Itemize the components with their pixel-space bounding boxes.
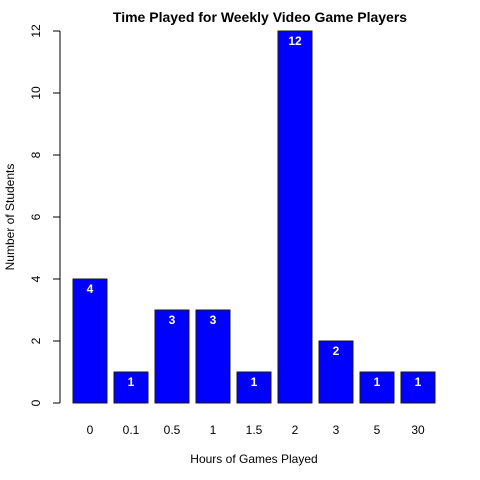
bar-value-label: 4 <box>87 282 94 296</box>
y-tick-label: 10 <box>29 86 43 100</box>
x-tick-label: 3 <box>333 423 340 437</box>
bar-1 <box>195 309 231 404</box>
bar-30 <box>400 371 436 404</box>
x-tick-labels: 0 0.1 0.5 1 1.5 2 3 5 30 <box>87 423 425 437</box>
bar-value-label: 12 <box>288 34 302 48</box>
bar-value-label: 1 <box>374 375 381 389</box>
y-tick-label: 2 <box>29 337 43 344</box>
bar-value-label: 2 <box>333 344 340 358</box>
bar-value-label: 1 <box>128 375 135 389</box>
x-tick-label: 30 <box>411 423 425 437</box>
x-axis-label: Hours of Games Played <box>190 452 317 466</box>
y-tick-label: 4 <box>29 275 43 282</box>
x-tick-label: 2 <box>292 423 299 437</box>
x-tick-label: 0 <box>87 423 94 437</box>
bar-value-label: 1 <box>415 375 422 389</box>
chart-title: Time Played for Weekly Video Game Player… <box>113 9 407 25</box>
x-tick-label: 0.5 <box>164 423 181 437</box>
x-tick-label: 1.5 <box>246 423 263 437</box>
x-tick-label: 5 <box>374 423 381 437</box>
bar-2 <box>277 30 313 404</box>
y-tick-label: 6 <box>29 213 43 220</box>
bar-0.5 <box>154 309 190 404</box>
bar-value-label: 3 <box>169 313 176 327</box>
y-tick-label: 0 <box>29 399 43 406</box>
bar-0 <box>72 278 108 404</box>
bar-1.5 <box>236 371 272 404</box>
bars-group <box>72 30 436 404</box>
y-axis-label: Number of Students <box>3 164 17 271</box>
bar-3 <box>318 340 354 404</box>
y-tick-label: 12 <box>29 24 43 38</box>
bar-labels-group: 4 1 3 3 1 12 2 1 1 <box>87 34 422 389</box>
bar-5 <box>359 371 395 404</box>
bar-0.1 <box>113 371 149 404</box>
bar-value-label: 1 <box>251 375 258 389</box>
bar-value-label: 3 <box>210 313 217 327</box>
x-tick-label: 1 <box>210 423 217 437</box>
x-tick-label: 0.1 <box>123 423 140 437</box>
y-tick-label: 8 <box>29 151 43 158</box>
y-axis: 0 2 4 6 8 10 12 <box>29 24 61 406</box>
